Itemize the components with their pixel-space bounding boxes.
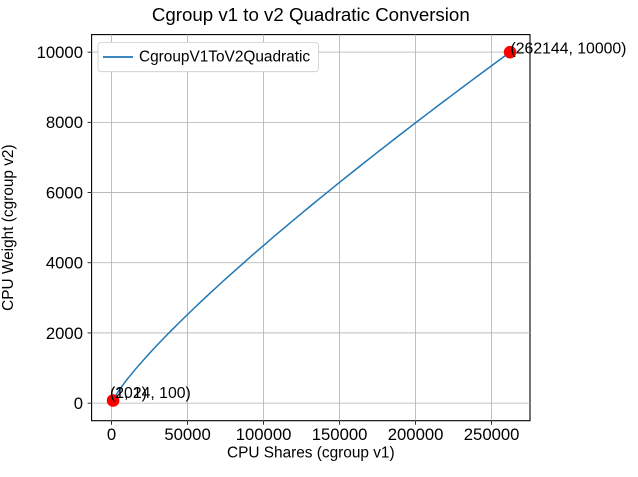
svg-text:0: 0 bbox=[74, 394, 83, 413]
svg-text:CgroupV1ToV2Quadratic: CgroupV1ToV2Quadratic bbox=[139, 49, 310, 66]
svg-text:150000: 150000 bbox=[312, 425, 368, 444]
svg-text:Cgroup v1 to v2 Quadratic Conv: Cgroup v1 to v2 Quadratic Conversion bbox=[152, 4, 470, 25]
svg-text:4000: 4000 bbox=[46, 254, 83, 273]
svg-text:8000: 8000 bbox=[46, 113, 83, 132]
svg-text:CPU Weight (cgroup v2): CPU Weight (cgroup v2) bbox=[0, 144, 17, 311]
svg-text:(262144, 10000): (262144, 10000) bbox=[511, 41, 627, 58]
svg-text:50000: 50000 bbox=[164, 425, 210, 444]
svg-text:100000: 100000 bbox=[236, 425, 292, 444]
svg-text:200000: 200000 bbox=[388, 425, 444, 444]
svg-text:0: 0 bbox=[107, 425, 116, 444]
svg-text:2000: 2000 bbox=[46, 324, 83, 343]
svg-text:(2, 1): (2, 1) bbox=[110, 385, 147, 402]
svg-text:10000: 10000 bbox=[37, 43, 83, 62]
svg-text:CPU Shares (cgroup v1): CPU Shares (cgroup v1) bbox=[227, 445, 395, 462]
svg-text:6000: 6000 bbox=[46, 183, 83, 202]
svg-text:250000: 250000 bbox=[464, 425, 520, 444]
